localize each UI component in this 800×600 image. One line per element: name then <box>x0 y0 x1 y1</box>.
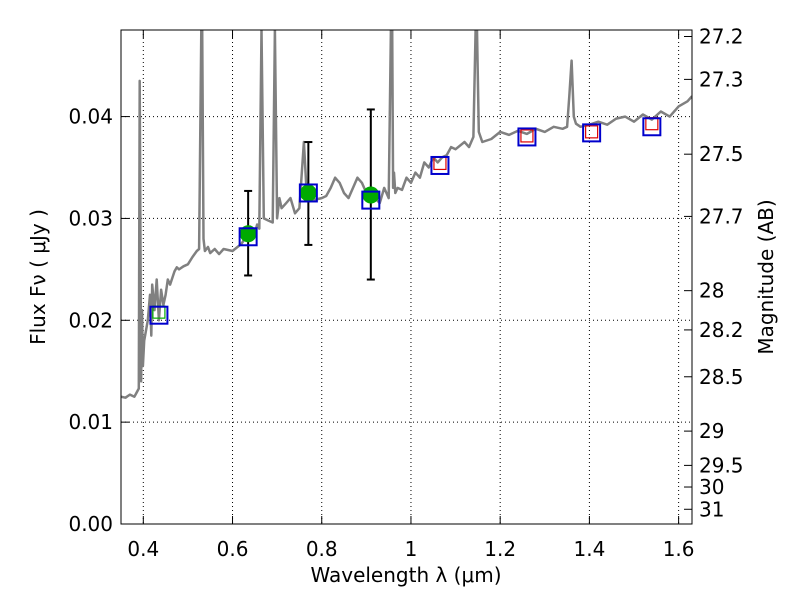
x-tick-label: 0.8 <box>306 537 338 561</box>
mag-tick-label: 27.5 <box>699 142 744 166</box>
mag-tick-label: 28 <box>699 279 724 303</box>
model-square <box>298 183 318 203</box>
x-tick-label: 0.6 <box>217 537 249 561</box>
y-tick-label: 0.04 <box>68 105 113 129</box>
y-tick-label: 0.03 <box>68 206 113 230</box>
mag-tick-label: 28.5 <box>699 365 744 389</box>
y-tick-label: 0.00 <box>68 512 113 536</box>
mag-tick-label: 29.5 <box>699 453 744 477</box>
model-square <box>238 227 258 247</box>
observed-point <box>299 184 317 202</box>
x-tick-label: 0.4 <box>127 537 159 561</box>
data-points <box>149 117 662 325</box>
x-tick-label: 1.4 <box>573 537 605 561</box>
y-tick-label: 0.02 <box>68 308 113 332</box>
limit-square <box>585 125 599 139</box>
y-axis-title-left: Flux Fν ( μJy ) <box>26 209 50 345</box>
model-square <box>582 123 602 143</box>
mag-tick-label: 28.2 <box>699 318 744 342</box>
model-square <box>430 155 450 175</box>
plot-background <box>121 30 692 524</box>
x-axis-title: Wavelength λ (μm) <box>310 563 501 587</box>
model-square <box>642 117 662 137</box>
x-tick-label: 1 <box>405 537 418 561</box>
mag-tick-label: 27.2 <box>699 24 744 48</box>
axis-ticks: 0.4 0.6 0.8 1 1.2 1.4 1.6 0.00 0.01 0.02 0.03 0.04 2… <box>68 24 743 561</box>
x-tick-label: 1.6 <box>663 537 695 561</box>
model-square <box>149 305 169 325</box>
x-tick-label: 1.2 <box>484 537 516 561</box>
plot-frame <box>120 29 693 525</box>
y-tick-label: 0.01 <box>68 410 113 434</box>
limit-square <box>520 129 534 143</box>
model-square <box>517 127 537 147</box>
y-axis-title-right: Magnitude (AB) <box>754 199 778 354</box>
mag-tick-label: 30 <box>699 475 724 499</box>
mag-tick-label: 27.3 <box>699 67 744 91</box>
mag-tick-label: 27.7 <box>699 204 744 228</box>
observed-point <box>362 186 380 204</box>
mag-tick-label: 31 <box>699 497 724 521</box>
model-square <box>361 190 381 210</box>
mag-tick-label: 29 <box>699 419 724 443</box>
